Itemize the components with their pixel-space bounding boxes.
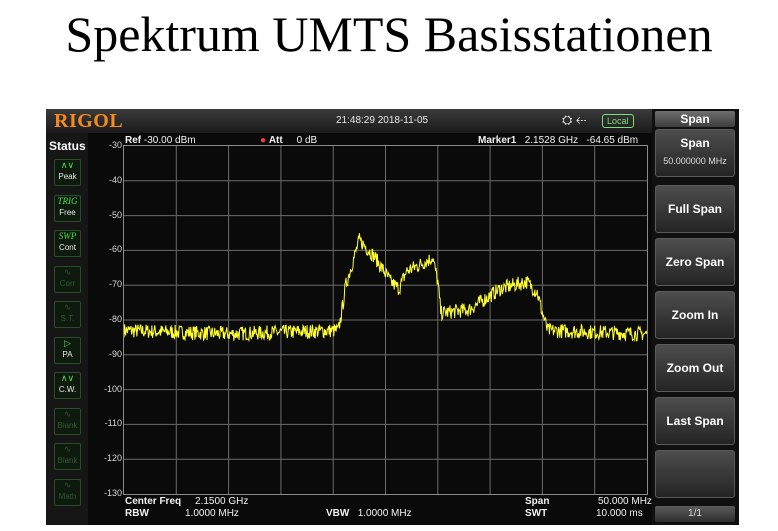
status-button-label: Blank [57, 456, 78, 465]
status-button-label: Blank [57, 420, 78, 430]
y-tick-label: -40 [108, 174, 122, 185]
empty-softkey[interactable] [655, 450, 735, 498]
blank-icon: ∿ [63, 408, 72, 419]
zero-span-label: Zero Span [665, 255, 725, 269]
correction-icon: ∿ [63, 266, 72, 277]
spectrum-analyzer-screen: RIGOL 21:48:29 2018-11-05 ⛭ ⇠ Local Stat… [46, 109, 739, 525]
rbw-label: RBW [125, 508, 149, 519]
full-span-label: Full Span [668, 202, 722, 216]
attenuation[interactable]: ● Att 0 dB [260, 135, 317, 146]
vbw-label: VBW [326, 508, 350, 519]
att-value: 0 dB [296, 135, 318, 146]
y-tick-label: -60 [108, 244, 122, 255]
span-readout[interactable]: Span [525, 496, 549, 507]
y-tick-label: -90 [108, 348, 122, 359]
span-softkey-value: 50.000000 MHz [663, 156, 727, 166]
att-label: Att [268, 135, 283, 146]
local-status-badge[interactable]: Local [602, 114, 634, 128]
marker-label: Marker1 [478, 135, 517, 146]
vbw-value: 1.0000 MHz [357, 508, 412, 519]
spectrum-trace [124, 233, 647, 343]
zoom-in-label: Zoom In [671, 308, 719, 322]
math-icon: ∿ [63, 479, 72, 490]
status-button-pa[interactable]: ▷ PA [54, 336, 81, 364]
y-tick-label: -80 [108, 314, 122, 324]
ref-value: -30.00 dBm [143, 135, 196, 146]
sweep-icon: SWP [58, 231, 77, 241]
center-freq[interactable]: Center Freq 2.1500 GHz [125, 496, 248, 507]
status-button-label: PA [62, 349, 73, 359]
softkey-page-indicator[interactable]: 1/1 [655, 506, 735, 522]
marker-level: -64.65 dBm [586, 135, 639, 146]
usb-icon: ⛭ ⇠ [562, 112, 587, 127]
rbw-value: 1.0000 MHz [185, 508, 239, 519]
full-span-button[interactable]: Full Span [655, 185, 735, 233]
y-tick-label: -130 [103, 488, 122, 498]
y-tick-label: -70 [108, 279, 122, 290]
span-label: Span [525, 496, 550, 507]
status-button-cont[interactable]: SWP Cont [54, 230, 81, 257]
status-button-corr[interactable]: ∿ Corr [54, 265, 81, 293]
status-button-blank[interactable]: ∿ Blank [54, 443, 81, 470]
center-freq-label: Center Freq [125, 496, 182, 507]
status-button-label: Cont [59, 243, 76, 252]
spectrum-graticule[interactable] [123, 145, 648, 495]
status-button-label: Math [58, 491, 77, 501]
status-button-free[interactable]: TRIG Free [54, 194, 81, 222]
signal-track-icon: ∿ [63, 302, 72, 312]
zoom-out-button[interactable]: Zoom Out [655, 344, 735, 392]
span-softkey-label: Span [680, 136, 710, 150]
status-title: Status [49, 139, 86, 153]
last-span-button[interactable]: Last Span [655, 397, 735, 445]
preamp-icon: ▷ [64, 337, 71, 348]
status-button-c-w-[interactable]: ∧∨ C.W. [54, 372, 81, 399]
status-button-math[interactable]: ∿ Math [54, 478, 81, 506]
rbw[interactable]: RBW 1.0000 MHz [125, 508, 239, 519]
cw-icon: ∧∨ [60, 373, 75, 383]
blank-icon: ∿ [63, 444, 72, 454]
status-button-blank[interactable]: ∿ Blank [54, 407, 81, 435]
ref-level[interactable]: Ref -30.00 dBm [125, 135, 196, 146]
ref-label: Ref [125, 135, 142, 146]
center-freq-value: 2.1500 GHz [195, 496, 249, 507]
status-button-label: S.T. [60, 314, 75, 323]
brand-logo: RIGOL [54, 110, 124, 132]
status-button-label: C.W. [58, 385, 77, 394]
top-bar: RIGOL 21:48:29 2018-11-05 ⛭ ⇠ Local [46, 109, 739, 133]
span-value: 50.000 MHz [598, 496, 652, 507]
slide-title: Spektrum UMTS Basisstationen [65, 6, 713, 62]
status-button-peak[interactable]: ∧∨ Peak [54, 159, 81, 186]
marker-freq: 2.1528 GHz [524, 135, 579, 146]
zoom-out-label: Zoom Out [666, 361, 724, 375]
datetime: 21:48:29 2018-11-05 [336, 115, 429, 126]
zero-span-button[interactable]: Zero Span [655, 238, 735, 286]
swt-value: 10.000 ms [596, 508, 643, 519]
swt-readout[interactable]: SWT [525, 508, 547, 519]
plot-area: Ref -30.00 dBm ● Att 0 dB Marker1 2.1528… [88, 133, 652, 525]
spectrum-plot [124, 146, 647, 494]
status-button-label: Corr [59, 278, 76, 288]
vbw[interactable]: VBW 1.0000 MHz [326, 508, 412, 519]
last-span-label: Last Span [666, 414, 724, 428]
y-tick-label: -50 [108, 209, 122, 220]
y-tick-label: -120 [103, 453, 122, 464]
trigger-icon: TRIG [57, 195, 78, 206]
swt-label: SWT [525, 508, 548, 519]
att-indicator-icon: ● [260, 135, 267, 146]
softkey-menu-title: Span [655, 111, 735, 127]
y-tick-label: -30 [108, 140, 122, 150]
status-panel: Status ∧∨ Peak TRIG Free SWP Cont ∿ Corr ∿ S.T. ▷ P… [46, 133, 88, 525]
softkey-menu: Span Span 50.000000 MHz Full Span Zero S… [652, 109, 739, 525]
status-button-label: Free [59, 207, 76, 217]
y-tick-label: -110 [104, 418, 122, 429]
y-tick-label: -100 [103, 383, 122, 394]
status-button-s-t-[interactable]: ∿ S.T. [54, 301, 81, 328]
marker-readout: Marker1 2.1528 GHz -64.65 dBm [478, 135, 638, 146]
status-button-label: Peak [58, 172, 77, 181]
zoom-in-button[interactable]: Zoom In [655, 291, 735, 339]
span-softkey[interactable]: Span 50.000000 MHz [655, 129, 735, 177]
peak-icon: ∧∨ [60, 160, 75, 170]
